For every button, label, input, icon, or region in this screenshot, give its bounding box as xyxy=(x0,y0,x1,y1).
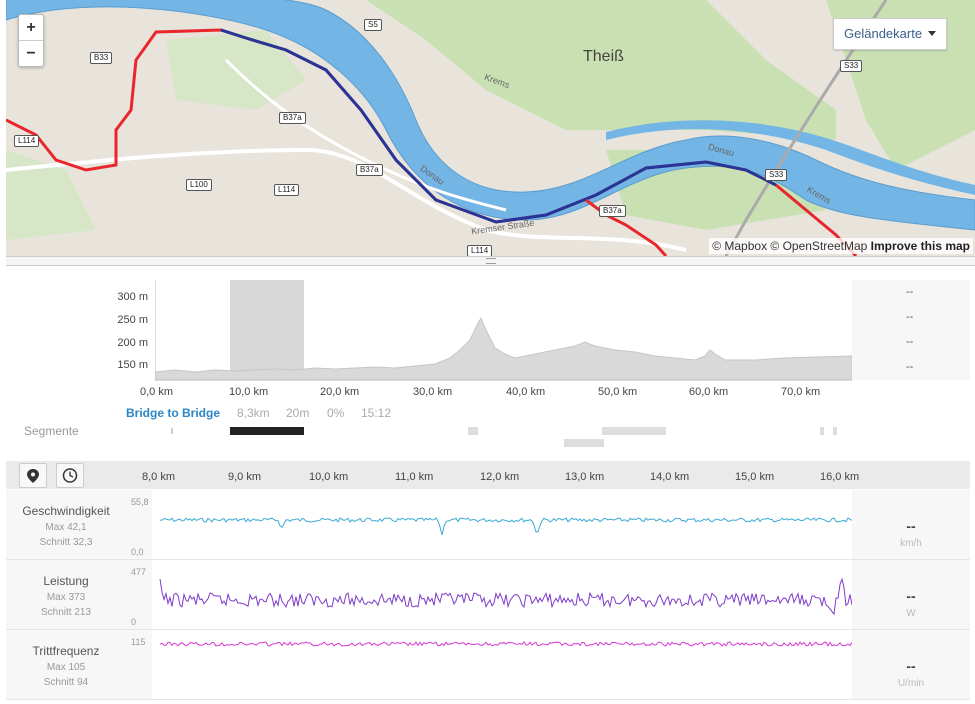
elevation-value: -- xyxy=(906,361,914,373)
speed-stream-row[interactable]: Geschwindigkeit Max 42,1 Schnitt 32,3 55… xyxy=(6,490,970,560)
power-plot[interactable] xyxy=(152,560,853,629)
zoom-in-button[interactable]: + xyxy=(26,19,36,36)
metric-name: Leistung xyxy=(43,574,89,588)
road-shield: B37a xyxy=(356,164,383,176)
metric-value: -- xyxy=(906,588,916,604)
cadence-stream-row[interactable]: Trittfrequenz Max 105 Schnitt 94 115 -- … xyxy=(6,630,970,700)
elevation-value: -- xyxy=(906,286,914,298)
elevation-y-tick: 200 m xyxy=(117,337,148,349)
elevation-chart[interactable] xyxy=(155,280,852,385)
caret-down-icon xyxy=(928,31,936,36)
metric-max: Max 42,1 xyxy=(45,522,87,533)
map-pin-button[interactable] xyxy=(19,463,47,488)
detail-x-tick: 12,0 km xyxy=(480,471,520,483)
metric-unit: km/h xyxy=(900,538,922,549)
segment-bar[interactable] xyxy=(171,428,173,434)
road-shield: B37a xyxy=(599,205,626,217)
metric-value: -- xyxy=(906,658,916,674)
segment-bar[interactable] xyxy=(820,427,824,435)
metric-scale-max: 55,8 xyxy=(131,497,149,507)
segment-bar-selected[interactable] xyxy=(230,427,304,435)
road-shield: L114 xyxy=(14,135,40,147)
elevation-x-tick: 0,0 km xyxy=(140,386,174,398)
elevation-value: -- xyxy=(906,311,914,323)
segment-grade: 0% xyxy=(327,406,345,420)
cadence-plot[interactable] xyxy=(152,630,853,699)
segments-label: Segmente xyxy=(24,424,79,438)
clock-icon xyxy=(62,468,78,483)
elevation-x-tick: 60,0 km xyxy=(689,386,729,398)
zoom-out-button[interactable]: − xyxy=(19,40,43,66)
detail-x-tick: 13,0 km xyxy=(565,471,605,483)
stream-trace xyxy=(159,641,853,647)
speed-plot[interactable] xyxy=(152,490,853,559)
power-stream-row[interactable]: Leistung Max 373 Schnitt 213 477 0 -- W xyxy=(6,560,970,630)
segment-name-link[interactable]: Bridge to Bridge xyxy=(126,406,221,420)
stream-trace xyxy=(159,517,853,536)
map-type-label: Geländekarte xyxy=(844,26,923,41)
metric-avg: Schnitt 213 xyxy=(40,607,92,618)
detail-x-tick: 8,0 km xyxy=(142,471,176,483)
elevation-value: -- xyxy=(906,336,914,348)
metric-avg: Schnitt 94 xyxy=(43,677,89,688)
resize-handle[interactable] xyxy=(6,256,975,266)
elevation-x-tick: 10,0 km xyxy=(229,386,269,398)
grip-icon xyxy=(486,258,496,264)
time-axis-button[interactable] xyxy=(56,463,84,488)
elevation-x-tick: 50,0 km xyxy=(598,386,638,398)
segment-bar[interactable] xyxy=(602,427,666,435)
segment-distance: 8,3km xyxy=(237,406,270,420)
improve-map-link[interactable]: Improve this map xyxy=(870,239,970,253)
place-label: Theiß xyxy=(583,48,624,65)
elevation-x-tick: 30,0 km xyxy=(413,386,453,398)
metric-value: -- xyxy=(906,518,916,534)
segment-bar[interactable] xyxy=(564,439,604,447)
elevation-y-tick: 250 m xyxy=(117,314,148,326)
detail-toolbar xyxy=(6,461,970,489)
elevation-x-tick: 40,0 km xyxy=(506,386,546,398)
zoom-control: + − xyxy=(18,14,44,67)
road-shield: S33 xyxy=(765,169,788,181)
road-shield: B33 xyxy=(90,52,113,64)
elevation-x-tick: 20,0 km xyxy=(320,386,360,398)
metric-scale-min: 0 xyxy=(131,617,137,627)
elevation-y-tick: 150 m xyxy=(117,359,148,371)
road-shield: L114 xyxy=(467,245,493,256)
elevation-side-panel xyxy=(852,280,970,380)
selection-highlight xyxy=(230,280,304,380)
metric-scale-max: 477 xyxy=(131,567,147,577)
detail-x-tick: 16,0 km xyxy=(820,471,860,483)
road-shield: B37a xyxy=(279,112,306,124)
detail-x-tick: 11,0 km xyxy=(395,471,434,483)
attribution-text: © Mapbox © OpenStreetMap xyxy=(712,239,868,253)
road-shield: L114 xyxy=(274,184,300,196)
segment-elevation: 20m xyxy=(286,406,310,420)
map-canvas[interactable] xyxy=(6,0,975,256)
metric-scale-max: 115 xyxy=(131,637,146,647)
segment-bar[interactable] xyxy=(468,427,478,435)
map-attribution: © Mapbox © OpenStreetMap Improve this ma… xyxy=(709,238,973,254)
map-type-dropdown[interactable]: Geländekarte xyxy=(833,18,947,50)
road-shield: S33 xyxy=(840,60,863,72)
detail-x-tick: 9,0 km xyxy=(228,471,262,483)
metric-scale-min: 0,0 xyxy=(131,547,144,557)
metric-name: Geschwindigkeit xyxy=(22,504,110,518)
elevation-y-tick: 300 m xyxy=(117,291,148,303)
metric-max: Max 105 xyxy=(46,662,86,673)
stream-trace xyxy=(159,577,853,616)
segment-bar[interactable] xyxy=(833,427,837,435)
metric-max: Max 373 xyxy=(46,592,86,603)
metric-name: Trittfrequenz xyxy=(32,644,100,658)
metric-avg: Schnitt 32,3 xyxy=(39,537,93,548)
map-pin-icon xyxy=(27,469,39,483)
road-shield: S5 xyxy=(364,19,382,31)
detail-x-tick: 15,0 km xyxy=(735,471,775,483)
detail-x-tick: 10,0 km xyxy=(309,471,349,483)
road-shield: L100 xyxy=(186,179,212,191)
route-map[interactable]: Theiß S5 B33 B37a L114 B37a L100 L114 S3… xyxy=(6,0,975,256)
elevation-x-tick: 70,0 km xyxy=(781,386,821,398)
detail-x-tick: 14,0 km xyxy=(650,471,690,483)
metric-unit: W xyxy=(906,608,916,619)
segment-time: 15:12 xyxy=(361,406,392,420)
